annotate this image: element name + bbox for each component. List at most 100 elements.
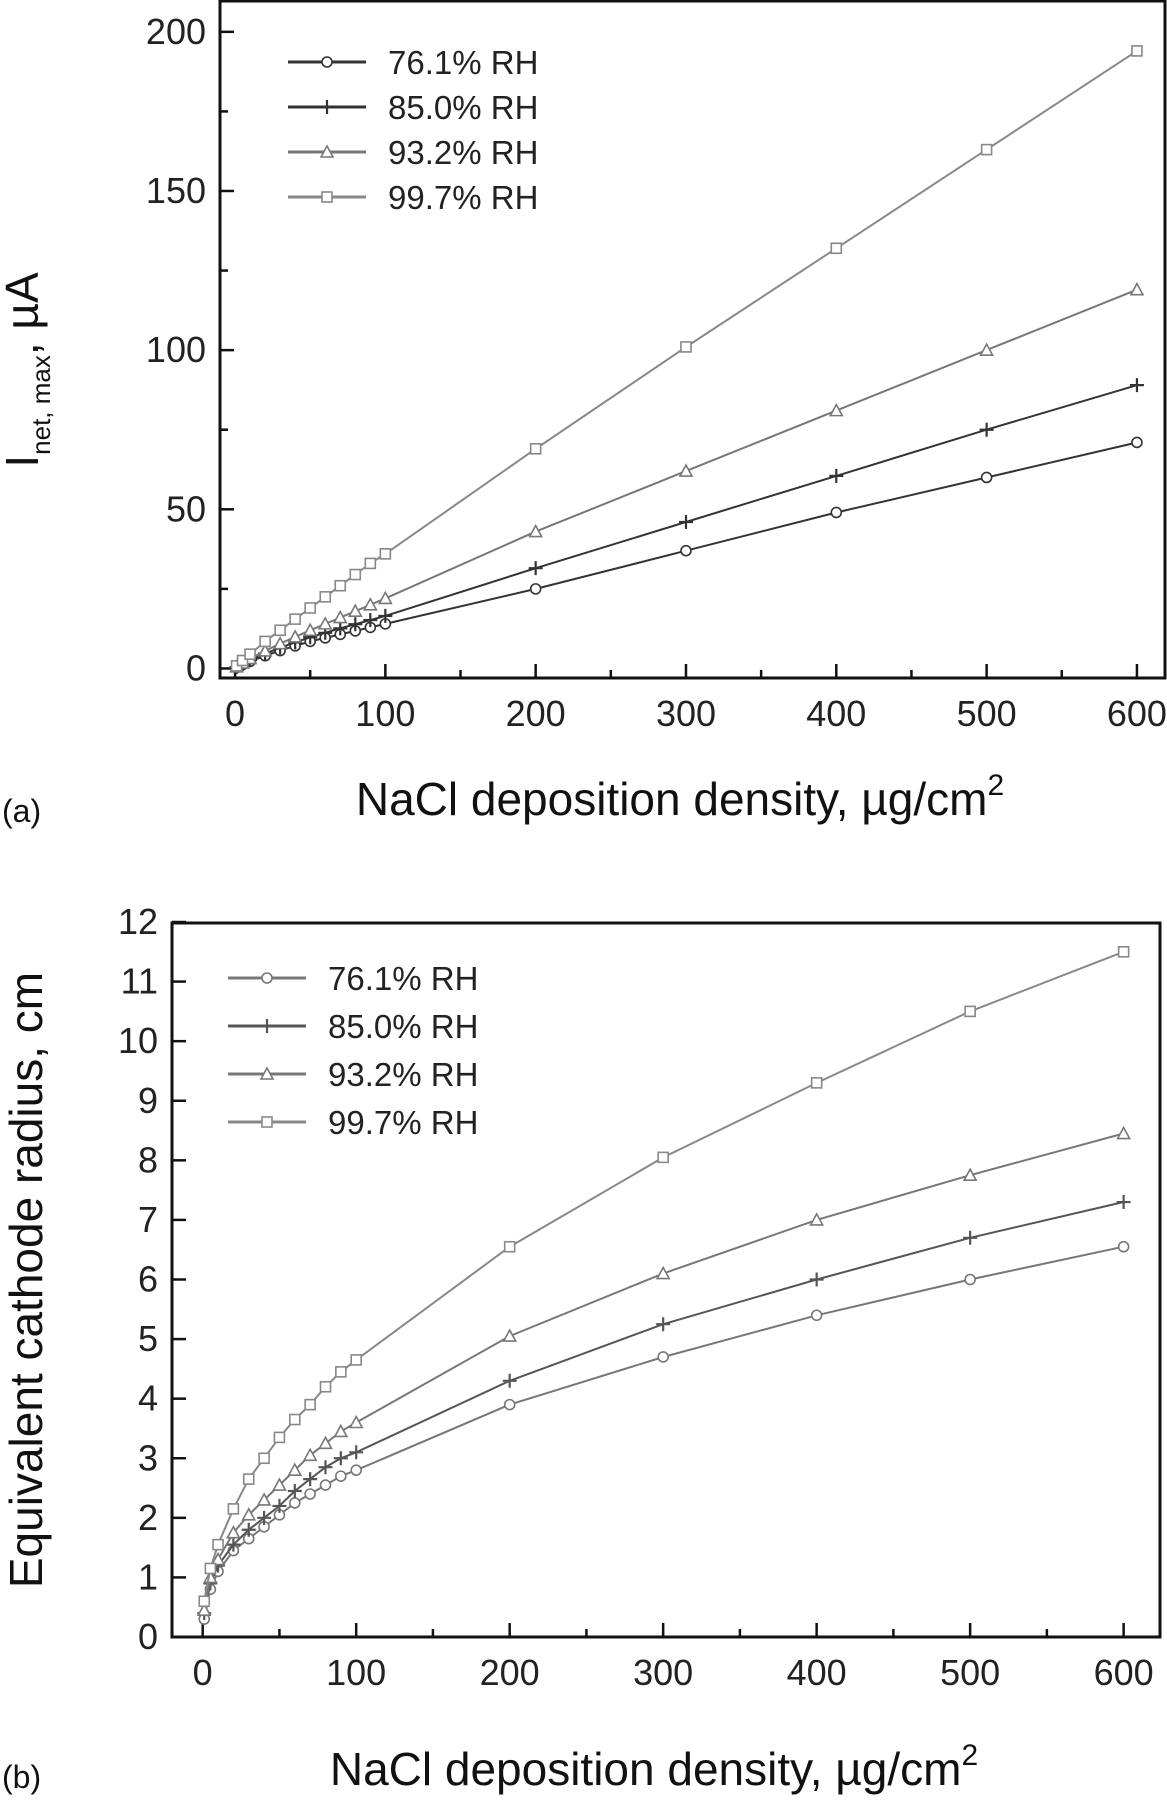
series-1 xyxy=(197,1195,1131,1621)
data-point xyxy=(335,1366,347,1378)
y-tick-label: 200 xyxy=(146,11,206,52)
data-point xyxy=(261,1116,273,1128)
data-point xyxy=(364,557,377,570)
data-point xyxy=(347,603,363,617)
legend-label: 93.2% RH xyxy=(328,1056,478,1093)
y-tick-label: 7 xyxy=(138,1199,158,1240)
data-point xyxy=(333,1423,349,1438)
data-point xyxy=(378,590,393,605)
x-tick-label: 300 xyxy=(633,1652,693,1693)
x-tick-label: 100 xyxy=(355,693,415,734)
x-tick-label: 500 xyxy=(940,1652,1000,1693)
x-tick-label: 0 xyxy=(225,693,245,734)
x-axis-title: NaCl deposition density, µg/cm2 xyxy=(330,1739,978,1795)
data-point xyxy=(502,1373,517,1388)
plot-frame xyxy=(170,921,1162,1639)
x-tick-label: 400 xyxy=(806,693,866,734)
data-point xyxy=(829,468,844,483)
series-line xyxy=(203,1201,1124,1614)
data-point xyxy=(272,1477,287,1491)
y-tick-label: 150 xyxy=(146,170,206,211)
data-point xyxy=(258,1452,270,1465)
data-point xyxy=(257,1510,272,1525)
data-point xyxy=(287,1462,303,1476)
x-tick-label: 600 xyxy=(1107,693,1167,734)
y-tick-label: 3 xyxy=(138,1437,158,1478)
data-point xyxy=(288,1497,301,1509)
data-point xyxy=(1116,1195,1131,1210)
legend: 76.1% RH 85.0% RH 93.2% RH 99.7% RH xyxy=(288,44,538,216)
x-tick-label: 0 xyxy=(193,1652,213,1693)
legend-label: 76.1% RH xyxy=(388,44,538,81)
data-point xyxy=(273,1431,286,1444)
data-point xyxy=(1129,378,1144,393)
data-point xyxy=(1131,45,1143,57)
y-tick-label: 9 xyxy=(138,1080,158,1121)
data-point xyxy=(318,1460,333,1475)
data-point xyxy=(226,1525,241,1539)
data-point xyxy=(319,591,332,603)
data-point xyxy=(963,1230,978,1245)
data-point xyxy=(204,1562,217,1575)
data-point xyxy=(980,471,993,484)
data-point xyxy=(503,1398,516,1411)
chart-panel-1: 0 100 200 300 400 500 600012345678910111276.1%… xyxy=(0,901,1162,1795)
data-point xyxy=(198,1595,211,1608)
data-point xyxy=(348,617,363,632)
legend: 76.1% RH 85.0% RH 93.2% RH 99.7% RH xyxy=(228,960,478,1141)
data-point xyxy=(979,422,994,437)
data-point xyxy=(304,1488,316,1500)
y-tick-label: 0 xyxy=(138,1616,158,1657)
data-point xyxy=(210,1551,226,1566)
data-point xyxy=(680,544,692,557)
data-point xyxy=(259,1066,275,1080)
data-point xyxy=(528,561,543,576)
data-point xyxy=(809,1272,824,1287)
data-point xyxy=(350,1354,362,1366)
data-point xyxy=(1117,945,1130,958)
data-point xyxy=(319,144,335,158)
data-point xyxy=(257,643,273,657)
data-point xyxy=(335,1470,347,1482)
data-point xyxy=(319,1380,332,1393)
x-tick-label: 500 xyxy=(957,693,1017,734)
data-point xyxy=(1116,1125,1131,1140)
x-tick-label: 100 xyxy=(326,1652,386,1693)
series-2 xyxy=(229,281,1145,673)
y-tick-label: 1 xyxy=(138,1556,158,1597)
data-point xyxy=(363,613,378,628)
data-point xyxy=(304,602,316,614)
data-point xyxy=(332,609,348,624)
data-point xyxy=(678,515,693,530)
data-point xyxy=(242,1473,255,1485)
legend-label: 85.0% RH xyxy=(328,1008,478,1045)
data-point xyxy=(261,972,273,984)
data-point xyxy=(241,1522,256,1537)
data-point xyxy=(657,1351,669,1363)
data-point xyxy=(349,1445,364,1460)
panel-label: (b) xyxy=(2,1759,41,1795)
x-tick-label: 400 xyxy=(787,1652,847,1693)
series-0 xyxy=(198,1240,1130,1625)
data-point xyxy=(964,1273,976,1286)
data-point xyxy=(1129,281,1145,296)
data-point xyxy=(272,635,288,650)
data-point xyxy=(212,1538,224,1551)
data-point xyxy=(289,613,301,625)
legend-label: 93.2% RH xyxy=(388,134,538,171)
data-point xyxy=(528,523,544,538)
y-tick-label: 5 xyxy=(138,1318,158,1359)
data-point xyxy=(349,568,362,581)
data-point xyxy=(321,56,333,68)
data-point xyxy=(287,629,303,643)
data-point xyxy=(656,1317,671,1332)
data-point xyxy=(810,1309,823,1322)
data-point xyxy=(321,191,333,203)
data-point xyxy=(809,1212,824,1226)
legend-label: 76.1% RH xyxy=(328,960,478,997)
y-tick-label: 12 xyxy=(118,901,158,942)
data-point xyxy=(227,1503,240,1515)
series-2 xyxy=(196,1125,1131,1616)
data-point xyxy=(274,624,286,637)
